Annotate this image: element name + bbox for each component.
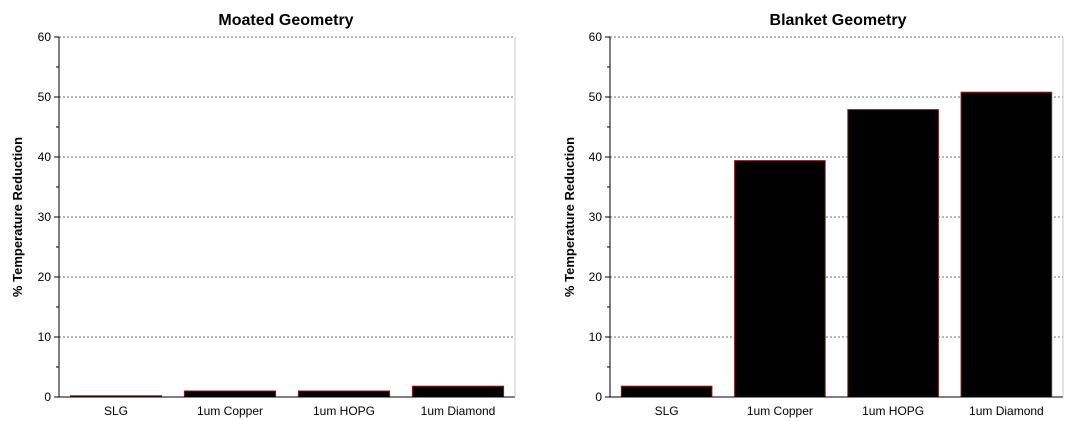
x-category-label: 1um Diamond [421,404,496,418]
y-tick-label: 40 [38,150,52,164]
x-category-label: 1um HOPG [313,404,375,418]
y-tick-label: 30 [38,210,52,224]
bar [297,390,391,398]
y-tick-label: 40 [589,150,603,164]
chart-title: Moated Geometry [218,12,353,29]
y-tick-label: 50 [38,90,52,104]
y-tick-label: 0 [595,390,602,404]
y-tick-label: 20 [589,270,603,284]
x-category-label: 1um Diamond [969,404,1044,418]
x-category-label: SLG [655,404,679,418]
y-tick-label: 60 [589,30,603,44]
y-axis-label: % Temperature Reduction [562,137,577,297]
x-category-label: 1um Copper [197,404,263,418]
y-tick-label: 50 [589,90,603,104]
bar [960,91,1053,398]
y-tick-label: 60 [38,30,52,44]
y-tick-label: 10 [38,330,52,344]
y-tick-label: 20 [38,270,52,284]
x-category-label: SLG [104,404,128,418]
y-tick-label: 0 [44,390,51,404]
bar [411,385,505,398]
moated-geometry-chart: Moated Geometry % Temperature Reduction … [10,12,516,418]
bar [847,109,939,398]
bar [620,385,713,398]
x-category-label: 1um Copper [747,404,813,418]
x-category-label: 1um HOPG [862,404,924,418]
chart-title: Blanket Geometry [770,12,907,29]
y-axis-label: % Temperature Reduction [10,137,25,297]
plot-area: 0 10 20 30 40 50 60 SLG 1um Copper 1um HOPG 1um Di… [38,30,516,418]
bar [183,390,277,398]
blanket-geometry-chart: Blanket Geometry % Temperature Reduction… [562,12,1064,418]
y-tick-label: 30 [589,210,603,224]
plot-area: 0 10 20 30 40 50 60 SLG 1um Copper 1um HOPG 1um Di… [589,30,1064,418]
bar [734,160,826,398]
y-tick-label: 10 [589,330,603,344]
